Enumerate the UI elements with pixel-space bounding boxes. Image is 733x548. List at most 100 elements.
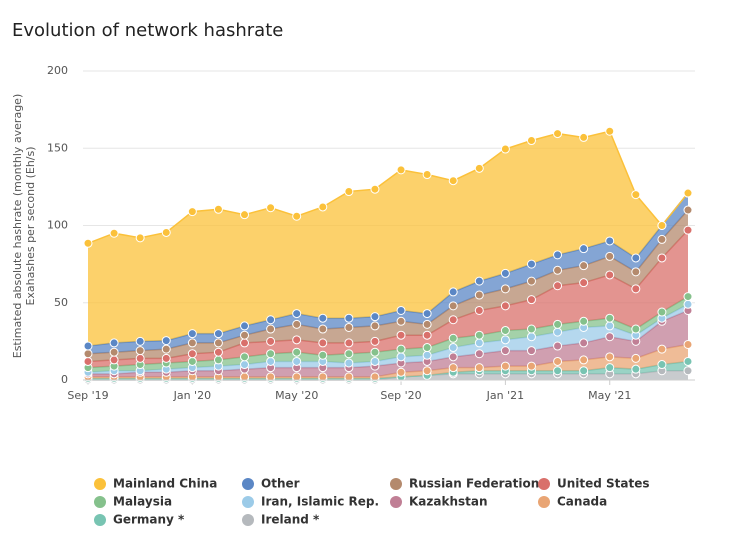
y-tick-label: 200 bbox=[47, 64, 68, 77]
point bbox=[161, 227, 171, 237]
area bbox=[88, 310, 688, 377]
point bbox=[553, 356, 563, 366]
y-tick-label: 50 bbox=[54, 296, 68, 309]
point bbox=[135, 353, 145, 363]
legend-item[interactable]: Malaysia bbox=[94, 495, 172, 509]
point bbox=[500, 335, 510, 345]
point bbox=[500, 346, 510, 356]
legend-marker bbox=[390, 478, 402, 490]
point bbox=[344, 313, 354, 323]
point bbox=[526, 361, 536, 371]
point bbox=[344, 372, 354, 382]
point bbox=[187, 329, 197, 339]
point bbox=[553, 366, 563, 376]
point bbox=[605, 332, 615, 342]
point bbox=[266, 372, 276, 382]
point bbox=[344, 322, 354, 332]
point bbox=[266, 356, 276, 366]
legend-label: Canada bbox=[557, 495, 607, 509]
point bbox=[448, 352, 458, 362]
legend-item[interactable]: United States bbox=[538, 477, 650, 491]
legend-item[interactable]: Other bbox=[242, 477, 300, 491]
point bbox=[109, 355, 119, 365]
legend-label: Germany * bbox=[113, 513, 185, 527]
point bbox=[240, 330, 250, 340]
point bbox=[526, 332, 536, 342]
legend-marker bbox=[242, 478, 254, 490]
point bbox=[500, 284, 510, 294]
point bbox=[657, 253, 667, 263]
x-tick-label: May '21 bbox=[588, 389, 631, 402]
point bbox=[474, 276, 484, 286]
point bbox=[474, 363, 484, 373]
legend-item[interactable]: Russian Federation bbox=[390, 477, 539, 491]
legend-item[interactable]: Kazakhstan bbox=[390, 495, 488, 509]
point bbox=[605, 352, 615, 362]
point bbox=[657, 344, 667, 354]
point bbox=[266, 203, 276, 213]
point bbox=[83, 356, 93, 366]
point bbox=[553, 281, 563, 291]
point bbox=[448, 287, 458, 297]
point bbox=[579, 355, 589, 365]
point bbox=[526, 136, 536, 146]
legend-marker bbox=[538, 496, 550, 508]
point bbox=[683, 188, 693, 198]
legend-label: Russian Federation bbox=[409, 477, 539, 491]
point bbox=[292, 347, 302, 357]
legend-marker bbox=[390, 496, 402, 508]
point bbox=[657, 221, 667, 230]
point bbox=[396, 367, 406, 377]
point bbox=[240, 321, 250, 331]
point bbox=[605, 251, 615, 261]
legend-item[interactable]: Iran, Islamic Rep. bbox=[242, 495, 379, 509]
point bbox=[83, 349, 93, 359]
legend-marker bbox=[242, 496, 254, 508]
point bbox=[370, 184, 380, 194]
point bbox=[500, 361, 510, 371]
point bbox=[631, 267, 641, 277]
point bbox=[213, 329, 223, 339]
point bbox=[579, 338, 589, 348]
point bbox=[83, 238, 93, 248]
legend-label: Malaysia bbox=[113, 495, 172, 509]
legend-marker bbox=[94, 514, 106, 526]
point bbox=[161, 344, 171, 354]
point bbox=[344, 338, 354, 348]
point bbox=[213, 347, 223, 357]
legend-item[interactable]: Germany * bbox=[94, 513, 185, 527]
y-tick-label: 150 bbox=[47, 141, 68, 154]
point bbox=[370, 312, 380, 322]
point bbox=[266, 336, 276, 346]
point bbox=[422, 366, 432, 376]
legend-item[interactable]: Mainland China bbox=[94, 477, 217, 491]
legend-item[interactable]: Canada bbox=[538, 495, 607, 509]
point bbox=[553, 341, 563, 351]
point bbox=[631, 190, 641, 200]
point bbox=[135, 233, 145, 243]
point bbox=[683, 299, 693, 309]
point bbox=[605, 363, 615, 373]
point bbox=[605, 236, 615, 246]
point bbox=[657, 234, 667, 244]
point bbox=[526, 346, 536, 356]
point bbox=[448, 363, 458, 373]
point bbox=[370, 321, 380, 331]
area bbox=[88, 131, 688, 347]
point bbox=[474, 330, 484, 340]
point bbox=[631, 284, 641, 294]
point bbox=[109, 347, 119, 357]
point bbox=[109, 338, 119, 348]
point bbox=[422, 319, 432, 329]
point bbox=[161, 353, 171, 363]
point bbox=[370, 336, 380, 346]
legend-label: Other bbox=[261, 477, 300, 491]
point bbox=[579, 261, 589, 271]
area bbox=[88, 210, 688, 362]
point bbox=[422, 330, 432, 340]
point bbox=[318, 313, 328, 323]
legend-item[interactable]: Ireland * bbox=[242, 513, 320, 527]
point bbox=[422, 309, 432, 319]
point bbox=[135, 336, 145, 346]
point bbox=[318, 202, 328, 212]
